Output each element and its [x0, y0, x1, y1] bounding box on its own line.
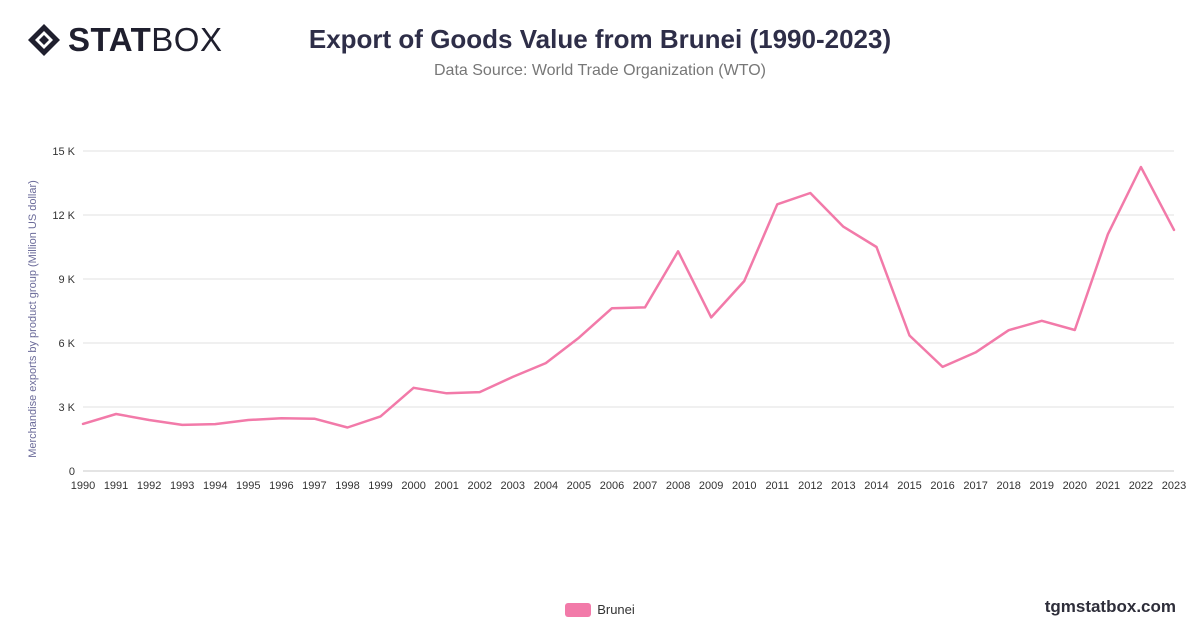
- diamond-logo-icon: [28, 24, 60, 56]
- x-tick-label: 2021: [1096, 480, 1120, 492]
- series-line-brunei: [81, 165, 1176, 429]
- x-tick-label: 2008: [666, 480, 690, 492]
- y-axis-title: Merchandise exports by product group (Mi…: [27, 180, 39, 458]
- x-tick-label: 2009: [699, 480, 723, 492]
- legend[interactable]: Brunei: [0, 602, 1200, 617]
- chart-title: Export of Goods Value from Brunei (1990-…: [308, 24, 892, 54]
- legend-label: Brunei: [597, 602, 635, 617]
- x-tick-label: 1994: [203, 480, 227, 492]
- y-tick-label: 12 K: [52, 210, 75, 222]
- x-tick-label: 2018: [996, 480, 1020, 492]
- brand-name-light: BOX: [151, 21, 223, 58]
- x-tick-label: 1999: [368, 480, 392, 492]
- x-tick-label: 2005: [567, 480, 591, 492]
- brand-wordmark: STATBOX: [68, 22, 222, 58]
- x-tick-label: 2000: [401, 480, 425, 492]
- y-tick-label: 0: [69, 466, 75, 478]
- footer-site[interactable]: tgmstatbox.com: [1044, 597, 1176, 616]
- x-tick-label: 1992: [137, 480, 161, 492]
- x-tick-label: 2003: [501, 480, 525, 492]
- x-tick-label: 2016: [930, 480, 954, 492]
- x-tick-label: 2010: [732, 480, 756, 492]
- x-tick-label: 2017: [963, 480, 987, 492]
- y-tick-label: 6 K: [58, 338, 75, 350]
- brand-logo: STATBOX: [26, 22, 222, 58]
- legend-swatch: [565, 602, 592, 617]
- x-tick-label: 1993: [170, 480, 194, 492]
- chart-subtitle: Data Source: World Trade Organization (W…: [434, 62, 766, 79]
- x-tick-label: 2014: [864, 480, 888, 492]
- x-tick-label: 2007: [633, 480, 657, 492]
- x-tick-label: 2012: [798, 480, 822, 492]
- x-tick-label: 2022: [1129, 480, 1153, 492]
- x-tick-label: 2015: [897, 480, 921, 492]
- y-tick-label: 15 K: [52, 146, 75, 158]
- x-tick-label: 1995: [236, 480, 260, 492]
- y-tick-label: 9 K: [58, 274, 75, 286]
- x-tick-label: 2020: [1063, 480, 1087, 492]
- y-tick-label: 3 K: [58, 402, 75, 414]
- x-tick-label: 1991: [104, 480, 128, 492]
- x-tick-label: 2004: [534, 480, 558, 492]
- x-tick-label: 2006: [600, 480, 624, 492]
- x-tick-label: 2011: [765, 480, 789, 492]
- x-tick-label: 2019: [1030, 480, 1054, 492]
- x-tick-label: 2001: [434, 480, 458, 492]
- x-tick-label: 2023: [1162, 480, 1186, 492]
- x-tick-label: 2013: [831, 480, 855, 492]
- brand-name-bold: STAT: [68, 21, 152, 58]
- x-tick-label: 1997: [302, 480, 326, 492]
- x-tick-label: 2002: [467, 480, 491, 492]
- x-tick-label: 1996: [269, 480, 293, 492]
- x-tick-label: 1990: [71, 480, 95, 492]
- x-tick-label: 1998: [335, 480, 359, 492]
